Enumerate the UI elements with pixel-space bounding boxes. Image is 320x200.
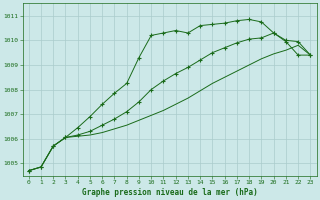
X-axis label: Graphe pression niveau de la mer (hPa): Graphe pression niveau de la mer (hPa) [82, 188, 258, 197]
